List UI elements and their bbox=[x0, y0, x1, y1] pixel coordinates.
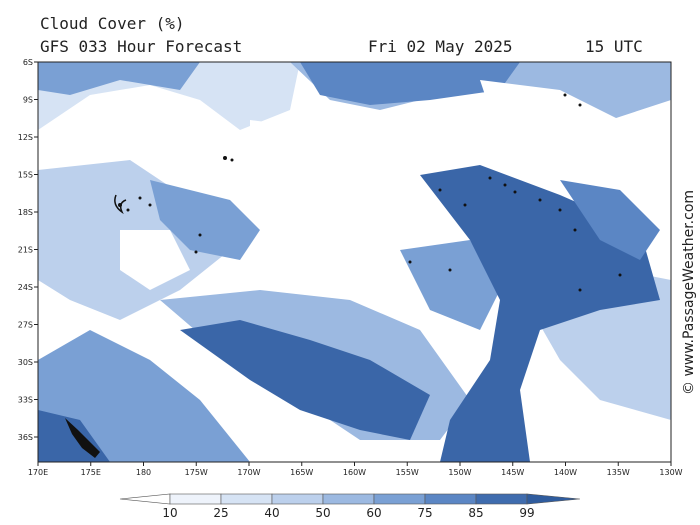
latitude-axis: 6S 9S 12S 15S 18S 21S 24S 27S 30S 33S 36S bbox=[18, 58, 38, 442]
lon-label: 150W bbox=[448, 468, 471, 477]
legend-value: 50 bbox=[315, 506, 330, 520]
lat-label: 9S bbox=[23, 96, 33, 105]
forecast-date: Fri 02 May 2025 bbox=[368, 37, 513, 56]
lat-label: 30S bbox=[18, 358, 33, 367]
legend-swatch bbox=[271, 493, 324, 505]
legend-swatch bbox=[322, 493, 375, 505]
legend-value: 99 bbox=[519, 506, 534, 520]
map-title: Cloud Cover (%) bbox=[40, 14, 185, 33]
longitude-axis: 170E 175E 180 175W 170W 165W 160W 155W 150W 145W 1… bbox=[28, 462, 683, 477]
credit-text: © www.PassageWeather.com bbox=[681, 189, 697, 395]
legend-swatch bbox=[373, 493, 426, 505]
new-zealand-coast bbox=[65, 418, 100, 458]
lon-label: 175E bbox=[81, 468, 101, 477]
lat-label: 12S bbox=[18, 133, 33, 142]
islands bbox=[118, 93, 622, 292]
forecast-model: GFS 033 Hour Forecast bbox=[40, 37, 243, 56]
legend-value: 10 bbox=[162, 506, 177, 520]
forecast-time: 15 UTC bbox=[585, 37, 643, 56]
legend-value: 40 bbox=[264, 506, 279, 520]
lon-label: 145W bbox=[501, 468, 524, 477]
legend-value: 60 bbox=[366, 506, 381, 520]
legend-swatch bbox=[169, 493, 222, 505]
legend-swatch bbox=[424, 493, 477, 505]
legend-colorbar: 10 25 40 50 60 75 85 99 bbox=[119, 493, 581, 520]
cloud-field bbox=[38, 62, 671, 462]
legend-arrow-high bbox=[526, 493, 581, 505]
lat-label: 24S bbox=[18, 283, 33, 292]
legend-swatch bbox=[475, 493, 528, 505]
lat-label: 36S bbox=[18, 433, 33, 442]
legend-value: 75 bbox=[417, 506, 432, 520]
lon-label: 140W bbox=[554, 468, 577, 477]
lon-label: 155W bbox=[396, 468, 419, 477]
legend-value: 25 bbox=[213, 506, 228, 520]
lon-label: 170E bbox=[28, 468, 48, 477]
lon-label: 180 bbox=[136, 468, 151, 477]
lon-label: 175W bbox=[185, 468, 208, 477]
lat-label: 27S bbox=[18, 321, 33, 330]
lon-label: 160W bbox=[343, 468, 366, 477]
legend-arrow-low bbox=[119, 493, 171, 505]
legend-swatch bbox=[220, 493, 273, 505]
lon-label: 165W bbox=[290, 468, 313, 477]
lon-label: 130W bbox=[659, 468, 682, 477]
lat-label: 15S bbox=[18, 171, 33, 180]
lon-label: 135W bbox=[607, 468, 630, 477]
lat-label: 33S bbox=[18, 396, 33, 405]
lon-label: 170W bbox=[237, 468, 260, 477]
legend-value: 85 bbox=[468, 506, 483, 520]
lat-label: 18S bbox=[18, 208, 33, 217]
lat-label: 21S bbox=[18, 246, 33, 255]
lat-label: 6S bbox=[23, 58, 33, 67]
